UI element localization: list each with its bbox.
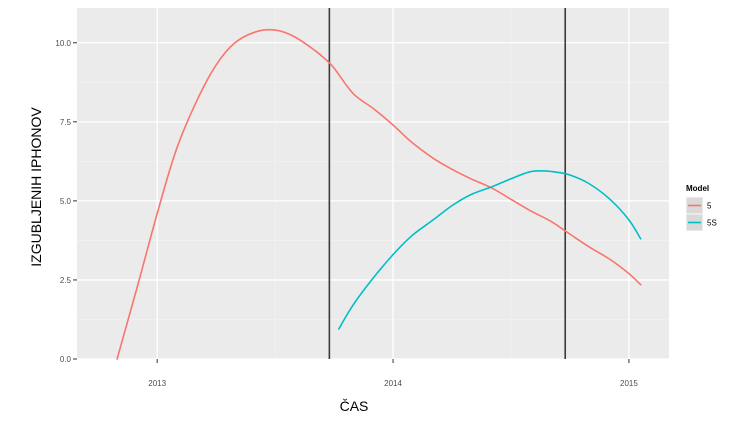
legend-label: 5 [707, 202, 712, 211]
y-axis-ticks: 0.0 2.5 5.0 7.5 10.0 [55, 39, 77, 364]
legend: Model 5 5S [685, 184, 717, 232]
major-grid [77, 8, 669, 360]
y-tick-label: 0.0 [60, 355, 72, 364]
x-tick-label: 2014 [384, 379, 402, 388]
y-axis-title: IZGUBLJENIH IPHONOV [28, 107, 44, 267]
x-axis-ticks: 2013 2014 2015 [148, 359, 638, 388]
legend-label: 5S [707, 219, 717, 228]
x-tick-label: 2015 [620, 379, 638, 388]
minor-grid [77, 8, 669, 359]
legend-title: Model [686, 184, 709, 193]
y-tick-label: 2.5 [60, 276, 72, 285]
series-lines [116, 28, 642, 360]
x-axis-title: ČAS [340, 398, 369, 414]
y-tick-label: 7.5 [60, 118, 72, 127]
panel-background [77, 8, 669, 359]
y-tick-label: 10.0 [55, 39, 71, 48]
y-tick-label: 5.0 [60, 197, 72, 206]
x-tick-label: 2013 [148, 379, 166, 388]
vertical-reference-lines [328, 8, 567, 359]
series-line-5S [338, 169, 642, 330]
series-line-5 [116, 28, 642, 360]
